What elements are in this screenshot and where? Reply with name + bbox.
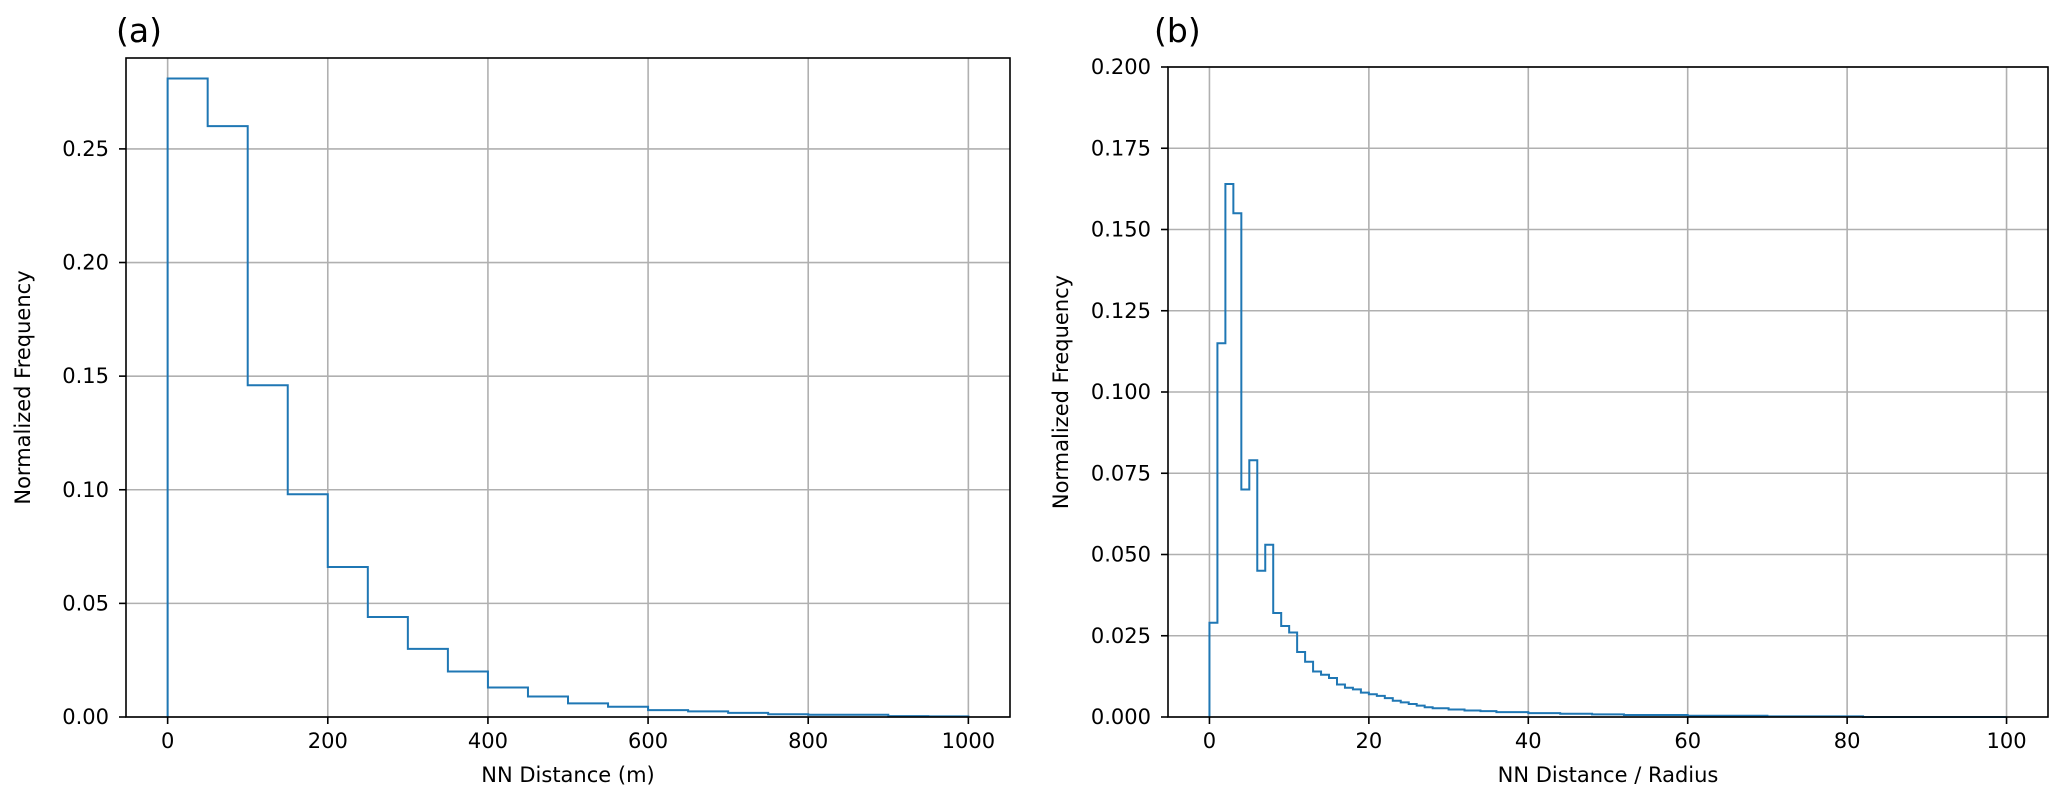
b-y-tick-label: 0.000 [1091, 705, 1151, 729]
b-panel-title: (b) [1154, 11, 1201, 50]
a-y-tick-label: 0.20 [62, 251, 109, 275]
a-x-tick-label: 1000 [942, 729, 995, 753]
b-y-tick-label: 0.075 [1091, 461, 1151, 485]
b-y-tick-label: 0.200 [1091, 55, 1151, 79]
b-y-tick-label: 0.125 [1091, 299, 1151, 323]
a-panel-title: (a) [116, 11, 162, 50]
b-y-tick-label: 0.050 [1091, 543, 1151, 567]
b-y-tick-label: 0.025 [1091, 624, 1151, 648]
a-y-tick-label: 0.10 [62, 478, 109, 502]
a-y-tick-label: 0.00 [62, 705, 109, 729]
b-x-tick-label: 80 [1834, 729, 1861, 753]
a-y-tick-label: 0.25 [62, 137, 109, 161]
panel-a-histogram: 0 200 400 600 800 1000 0.00 0.05 0.10 0.15 0.20 0.2… [11, 11, 1011, 787]
a-x-tick-label: 800 [788, 729, 828, 753]
b-y-axis-label: Normalized Frequency [1049, 275, 1073, 509]
b-x-tick-label: 0 [1203, 729, 1216, 753]
a-y-axis-label: Normalized Frequency [11, 270, 35, 504]
b-y-tick-label: 0.175 [1091, 136, 1151, 160]
b-x-tick-label: 20 [1356, 729, 1383, 753]
panel-b-histogram: 0 20 40 60 80 100 0.000 0.025 0.050 0.075 0.100 0.1… [1049, 11, 2049, 787]
a-x-tick-label: 0 [161, 729, 174, 753]
b-y-tick-label: 0.100 [1091, 380, 1151, 404]
a-y-tick-label: 0.05 [62, 591, 109, 615]
a-y-tick-label: 0.15 [62, 364, 109, 388]
b-y-tick-label: 0.150 [1091, 218, 1151, 242]
b-x-axis-label: NN Distance / Radius [1498, 763, 1719, 787]
b-x-tick-label: 40 [1515, 729, 1542, 753]
a-x-tick-label: 400 [468, 729, 508, 753]
a-x-tick-label: 600 [628, 729, 668, 753]
b-x-tick-label: 100 [1987, 729, 2027, 753]
a-histogram-step-line [166, 77, 970, 718]
b-histogram-step-line [1208, 183, 2007, 718]
a-x-tick-label: 200 [308, 729, 348, 753]
b-x-tick-label: 60 [1674, 729, 1701, 753]
a-x-axis-label: NN Distance (m) [481, 763, 654, 787]
a-axes-frame [125, 57, 1011, 718]
